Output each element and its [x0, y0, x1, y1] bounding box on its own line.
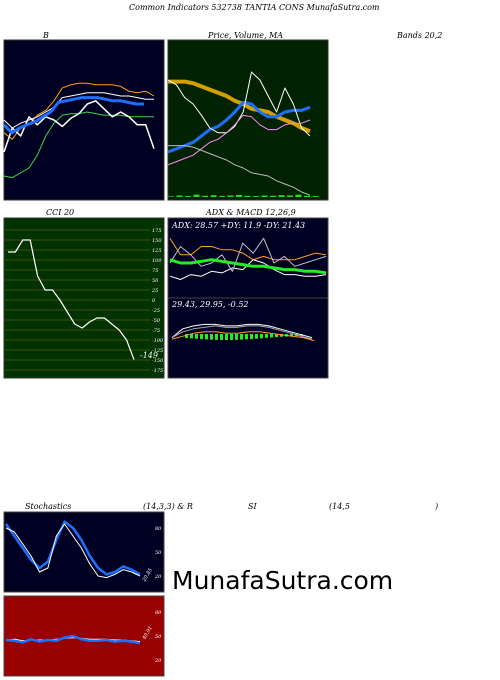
macd-values: 29.43, 29.95, -0.52: [172, 300, 249, 309]
cci-tick-label: -100: [152, 338, 164, 344]
volume-bar: [270, 195, 276, 197]
macd-hist-bar: [260, 334, 263, 339]
stoch-tick-label: 80: [155, 526, 162, 532]
panel-title-price: Price, Volume, MA: [208, 31, 284, 40]
volume-bar: [193, 194, 200, 197]
stoch-blue: [4, 520, 141, 576]
volume-bar: [304, 195, 310, 197]
macd-orange: [171, 331, 315, 342]
cci-tick-label: -50: [152, 318, 161, 324]
price-ma-blue: [167, 100, 311, 154]
adx-panel: [167, 217, 329, 299]
volume-bar: [236, 194, 242, 197]
cci-last-label: -149: [140, 351, 158, 360]
volume-bar: [253, 196, 259, 197]
cci-tick-label: 175: [152, 228, 162, 234]
macd-hist-bar: [210, 334, 213, 340]
macd-hist-bar: [265, 334, 268, 338]
macd-hist-bar: [220, 334, 223, 340]
price-ma-pink: [167, 114, 311, 166]
stoch-tick-label: 50: [155, 550, 162, 556]
cci-tick-label: -75: [152, 328, 160, 334]
macd-hist-bar: [215, 334, 218, 340]
cci-tick-label: -150: [152, 358, 164, 364]
cci-tick-label: -25: [152, 308, 160, 314]
b-series-blue: [2, 96, 144, 135]
price-ma-grey: [168, 145, 311, 196]
cci-tick-label: 75: [152, 268, 158, 274]
rsi-blue: [5, 634, 141, 645]
volume-bar: [185, 196, 191, 197]
rsi-tick-label: 20: [154, 658, 162, 664]
rsi-params: (14,5: [329, 502, 350, 511]
volume-bar: [312, 196, 319, 197]
rsi-title-si: SI: [248, 502, 257, 511]
stoch-tick-label: 20: [154, 574, 162, 580]
panel-title-b: B: [43, 31, 49, 40]
stoch-params: (14,3,3) & R: [143, 502, 193, 511]
price-ma-gold: [168, 79, 311, 134]
macd-hist-bar: [235, 334, 238, 340]
volume-bar: [227, 195, 234, 197]
macd-hist-bar: [225, 334, 228, 340]
macd-hist-bar: [280, 334, 283, 337]
macd-hist-bar: [195, 334, 198, 339]
volume-bar: [278, 195, 285, 197]
macd-hist-bar: [230, 334, 233, 340]
rsi-tick-label: 80: [155, 610, 162, 616]
bands-panel-b: [3, 39, 165, 201]
panel-title-stoch: Stochastics: [25, 502, 72, 511]
cci-tick-label: 0: [152, 298, 156, 304]
b-series-3: [3, 100, 155, 153]
volume-bar: [295, 194, 302, 197]
stoch-white: [5, 523, 141, 579]
panel-title-adx: ADX & MACD 12,26,9: [206, 208, 296, 217]
adx-series-0: [169, 238, 327, 261]
chart-layer: 175 150 125 100 75 50 25 0 -25 -50 -75 -100 -125 -150…: [2, 71, 327, 664]
macd-hist-bar: [275, 334, 278, 338]
cci-tick-label: 100: [152, 258, 162, 264]
macd-hist-bar: [190, 334, 193, 339]
macd-signal: [171, 325, 313, 340]
b-series-1: [3, 92, 154, 129]
macd-hist-bar: [185, 334, 188, 338]
volume-bar: [219, 196, 225, 197]
volume-bar: [202, 195, 208, 197]
volume-bar: [287, 195, 293, 197]
adx-series-2: [169, 237, 327, 272]
macd-hist-bar: [255, 334, 258, 339]
panel-title-bands: Bands 20,2: [397, 31, 443, 40]
macd-hist-bar: [200, 334, 203, 340]
cci-tick-label: 125: [152, 248, 162, 254]
cci-tick-label: 150: [152, 238, 162, 244]
macd-hist-bar: [245, 334, 248, 340]
volume-bar: [261, 195, 268, 197]
watermark: MunafaSutra.com: [172, 566, 394, 595]
volume-bar: [244, 195, 251, 197]
macd-hist-bar: [290, 334, 293, 337]
rsi-tick-label: 50: [155, 634, 162, 640]
cci-line: [8, 239, 135, 360]
macd-line: [171, 323, 313, 339]
price-line: [167, 71, 311, 137]
page-title: Common Indicators 532738 TANTIA CONS Mun…: [129, 3, 380, 12]
cci-tick-label: -175: [152, 368, 163, 374]
panel-title-cci: CCI 20: [46, 208, 75, 217]
macd-hist-bar: [250, 334, 253, 340]
price-panel: [167, 39, 329, 201]
macd-hist-bar: [270, 334, 273, 338]
rsi-panel: [3, 595, 165, 677]
macd-hist-bar: [240, 334, 243, 340]
volume-bar: [210, 195, 217, 197]
volume-bar: [168, 196, 174, 197]
macd-hist-bar: [205, 334, 208, 340]
adx-green: [169, 258, 327, 275]
rsi-params-close: ): [435, 502, 439, 511]
cci-tick-label: 25: [151, 288, 158, 294]
cci-tick-label: -125: [152, 348, 163, 354]
volume-bar: [176, 195, 183, 197]
cci-tick-label: 50: [152, 278, 159, 284]
adx-values: ADX: 28.57 +DY: 11.9 -DY: 21.43: [172, 221, 306, 230]
